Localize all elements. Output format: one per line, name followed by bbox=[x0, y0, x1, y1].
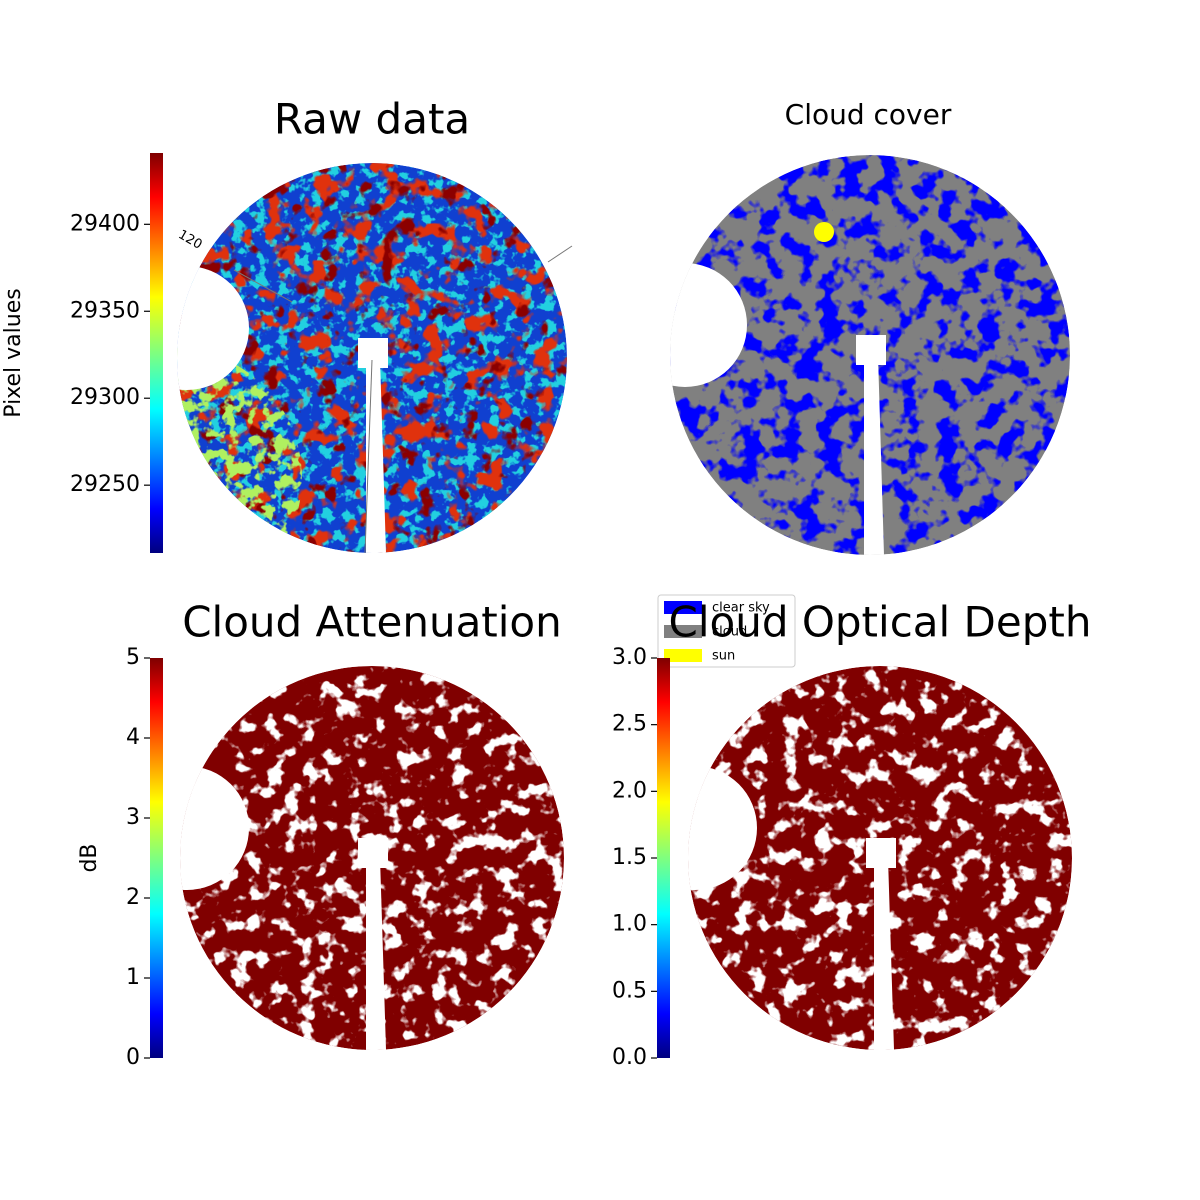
tick-label: 0 bbox=[126, 1045, 140, 1070]
image-notch bbox=[670, 263, 747, 387]
colorbar bbox=[150, 658, 163, 1058]
image-mask bbox=[366, 358, 386, 553]
sky-image bbox=[177, 163, 567, 553]
tick-label: 3.0 bbox=[612, 645, 647, 670]
polar-grid bbox=[233, 269, 293, 303]
polar-grid bbox=[364, 359, 373, 554]
image-notch bbox=[688, 766, 757, 890]
sky-image bbox=[688, 666, 1072, 1050]
tick-label: 29350 bbox=[70, 298, 140, 323]
legend-label: clear sky bbox=[712, 601, 770, 616]
tick-label: 0.0 bbox=[612, 1045, 647, 1070]
tick-label: 2 bbox=[126, 885, 140, 910]
colorbar-label: Pixel values bbox=[1, 288, 26, 417]
image-notch bbox=[180, 766, 249, 890]
image-mask bbox=[864, 355, 884, 555]
legend-swatch bbox=[664, 625, 702, 638]
tick-label: 0.5 bbox=[612, 978, 647, 1003]
panel-title: Raw data bbox=[274, 95, 470, 144]
panel-title: Cloud cover bbox=[785, 98, 952, 131]
legend-label: cloud bbox=[712, 625, 747, 640]
panel-title: Cloud Attenuation bbox=[182, 598, 562, 647]
sun-marker bbox=[814, 222, 834, 242]
tick-label: 2.0 bbox=[612, 778, 647, 803]
tick-label: 4 bbox=[126, 725, 140, 750]
image-mask bbox=[366, 858, 386, 1050]
tick-label: 3 bbox=[126, 805, 140, 830]
polar-label: 120 bbox=[175, 227, 204, 252]
legend-label: sun bbox=[712, 649, 735, 664]
legend-swatch bbox=[664, 649, 702, 662]
legend-swatch bbox=[664, 601, 702, 614]
tick-label: 29400 bbox=[70, 211, 140, 236]
image-notch bbox=[177, 266, 249, 390]
tick-label: 29300 bbox=[70, 385, 140, 410]
colorbar bbox=[657, 658, 670, 1058]
tick-label: 1 bbox=[126, 965, 140, 990]
image-mask bbox=[874, 858, 894, 1050]
tick-label: 2.5 bbox=[612, 712, 647, 737]
tick-label: 29250 bbox=[70, 472, 140, 497]
sky-image bbox=[670, 155, 1070, 555]
tick-label: 5 bbox=[126, 645, 140, 670]
tick-label: 1.5 bbox=[612, 845, 647, 870]
sky-image bbox=[180, 666, 564, 1050]
panel-title: Cloud Optical Depth bbox=[669, 598, 1092, 647]
colorbar bbox=[150, 153, 163, 553]
colorbar-label: dB bbox=[77, 843, 102, 872]
tick-label: 1.0 bbox=[612, 912, 647, 937]
polar-grid bbox=[547, 245, 573, 263]
